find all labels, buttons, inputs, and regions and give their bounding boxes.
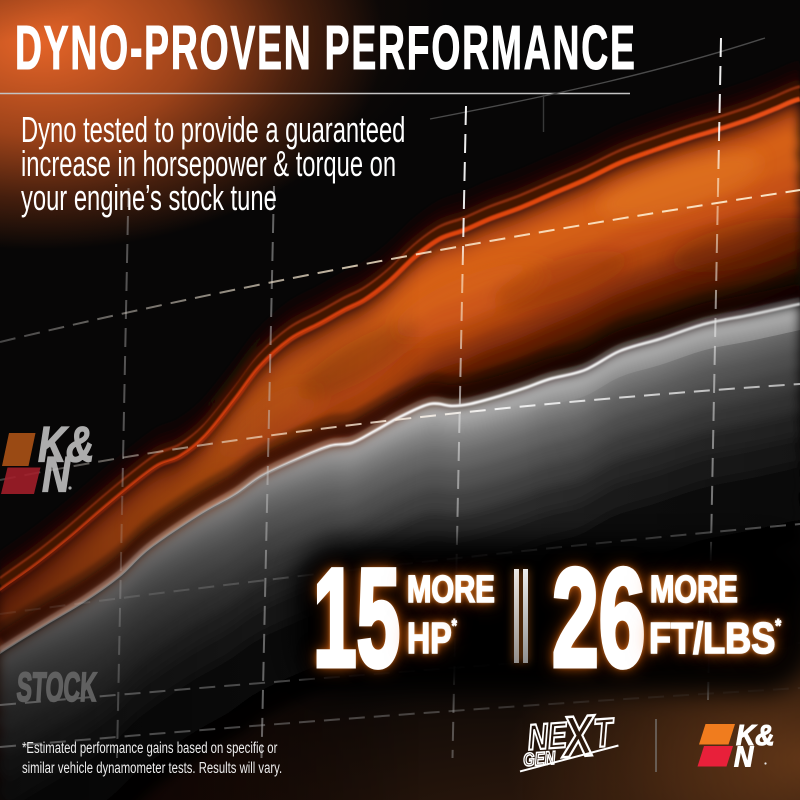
svg-text:K&: K& [736,719,775,751]
svg-text:NE: NE [526,715,569,758]
svg-text:N: N [734,740,754,772]
svg-text:N: N [42,446,72,503]
svg-text:K&: K& [38,416,94,473]
